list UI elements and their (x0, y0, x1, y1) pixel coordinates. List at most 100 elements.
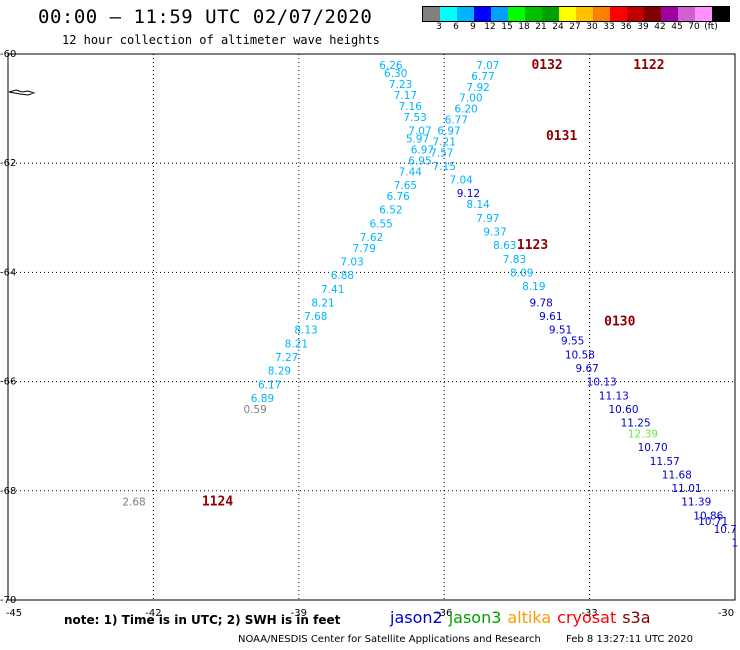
wave-height-value: 7.23 (389, 79, 412, 91)
color-scale-label: 42 (654, 22, 666, 32)
wave-height-value: 11.13 (599, 390, 629, 402)
wave-height-value: 10.60 (608, 404, 638, 416)
wave-height-value: 7.04 (449, 175, 473, 187)
wave-height-value: 8.14 (466, 199, 490, 211)
longitude-tick-label: -33 (581, 608, 597, 619)
wave-height-value: 7.53 (403, 112, 426, 124)
units-note: note: 1) Time is in UTC; 2) SWH is in fe… (64, 613, 341, 627)
wave-height-value: 7.41 (321, 284, 344, 296)
wave-height-value: 6.88 (331, 270, 354, 282)
pass-time-label: 0132 (531, 58, 562, 73)
wave-height-value: 10.70 (638, 442, 668, 454)
wave-height-value: 7.62 (360, 232, 383, 244)
color-swatch (491, 7, 508, 21)
generated-timestamp: Feb 8 13:27:11 UTC 2020 (566, 634, 694, 645)
color-scale-label: 9 (470, 22, 476, 32)
wave-height-value: 6.30 (384, 68, 407, 80)
wave-height-value: 7.21 (433, 136, 456, 148)
color-swatch (508, 7, 525, 21)
wave-height-value: 12.39 (628, 428, 658, 440)
wave-height-value: 9.51 (549, 325, 572, 337)
color-scale-label: 70 (688, 22, 700, 32)
color-scale-label: 3 (436, 22, 442, 32)
pass-time-label: 1122 (633, 58, 664, 73)
wave-height-value: 8.13 (294, 325, 317, 337)
wave-height-value: 10.7 (714, 524, 737, 536)
color-swatch (423, 7, 440, 21)
color-swatch (661, 7, 678, 21)
wave-height-value: 7.00 (459, 93, 482, 105)
legend-entry-s3a: s3a (622, 608, 651, 627)
wave-height-value: 9.61 (539, 311, 562, 323)
wave-height-value: 7.57 (430, 147, 453, 159)
wave-height-value: 0.59 (243, 404, 266, 416)
color-swatch (542, 7, 559, 21)
wave-height-value: 6.26 (379, 60, 403, 72)
color-swatch (525, 7, 542, 21)
longitude-tick-label: -42 (145, 608, 161, 619)
color-swatch (457, 7, 474, 21)
coastline-fragment (8, 89, 36, 96)
wave-height-value: 9.67 (575, 363, 598, 375)
color-scale-label: 15 (501, 22, 513, 32)
color-swatch (440, 7, 457, 21)
color-scale-label: 18 (518, 22, 530, 32)
color-scale-label: 45 (671, 22, 683, 32)
color-scale-labels: 3 6 9 12 15 18 21 24 27 30 33 36 39 42 45 70 (ft) (422, 22, 732, 34)
color-scale-label: 21 (535, 22, 547, 32)
wave-height-value: 7.92 (466, 82, 489, 94)
wave-height-value: 6.20 (454, 104, 477, 116)
wave-height-value: 7.83 (503, 254, 526, 266)
wave-height-value: 7.44 (399, 166, 423, 178)
color-scale-label: 12 (484, 22, 496, 32)
wave-height-value: 6.77 (471, 71, 494, 83)
color-swatch (576, 7, 593, 21)
wave-height-value: 10.13 (587, 377, 617, 389)
wave-height-value: 11.68 (662, 469, 692, 481)
color-swatch (695, 7, 712, 21)
legend-entry-altika: altika (507, 608, 552, 627)
wave-height-value: 7.16 (399, 101, 423, 113)
credit-line: NOAA/NESDIS Center for Satellite Applica… (238, 634, 693, 645)
color-scale-label: 24 (552, 22, 564, 32)
latitude-tick-label: -70 (0, 595, 16, 606)
wave-height-value: 8.63 (493, 240, 516, 252)
map-subtitle: 12 hour collection of altimeter wave hei… (62, 33, 380, 47)
wave-height-value: 9.37 (483, 226, 506, 238)
color-scale-label: 36 (620, 22, 632, 32)
wave-height-value: 9.12 (457, 188, 480, 200)
legend-entry-cryosat: cryosat (557, 608, 617, 627)
legend-entry-jason3: jason3 (448, 608, 502, 627)
wave-height-value: 6.55 (369, 218, 392, 230)
color-scale-bar (422, 6, 730, 22)
wave-height-value: 6.95 (408, 155, 431, 167)
wave-height-value: 1 (732, 538, 739, 550)
color-scale-label: 6 (453, 22, 459, 32)
longitude-tick-label: -36 (436, 608, 452, 619)
wave-height-value: 7.27 (275, 352, 298, 364)
wave-height-value: 6.52 (379, 205, 402, 217)
color-scale-label: 33 (603, 22, 615, 32)
wave-height-value: 7.97 (476, 213, 499, 225)
wave-height-value: 6.97 (437, 125, 460, 137)
color-swatch (644, 7, 661, 21)
pass-time-label: 1123 (517, 238, 548, 253)
wave-height-value: 8.09 (510, 267, 533, 279)
longitude-tick-label: -45 (6, 608, 22, 619)
wave-height-value: 7.07 (476, 60, 499, 72)
wave-height-value: 6.77 (445, 115, 468, 127)
wave-height-value: 7.79 (353, 243, 376, 255)
wave-height-value: 6.17 (258, 379, 281, 391)
legend-entry-jason2: jason2 (390, 608, 443, 627)
wave-height-value: 11.25 (621, 418, 651, 430)
wave-height-value: 7.17 (394, 90, 417, 102)
color-swatch (712, 7, 729, 21)
color-scale-label: 39 (637, 22, 649, 32)
color-scale-label: (ft) (704, 22, 718, 32)
color-scale-label: 30 (586, 22, 598, 32)
wave-height-value: 7.68 (304, 311, 327, 323)
map-frame (7, 53, 736, 601)
wave-height-value: 11.39 (681, 497, 711, 509)
wave-height-value: 6.97 (411, 145, 434, 157)
